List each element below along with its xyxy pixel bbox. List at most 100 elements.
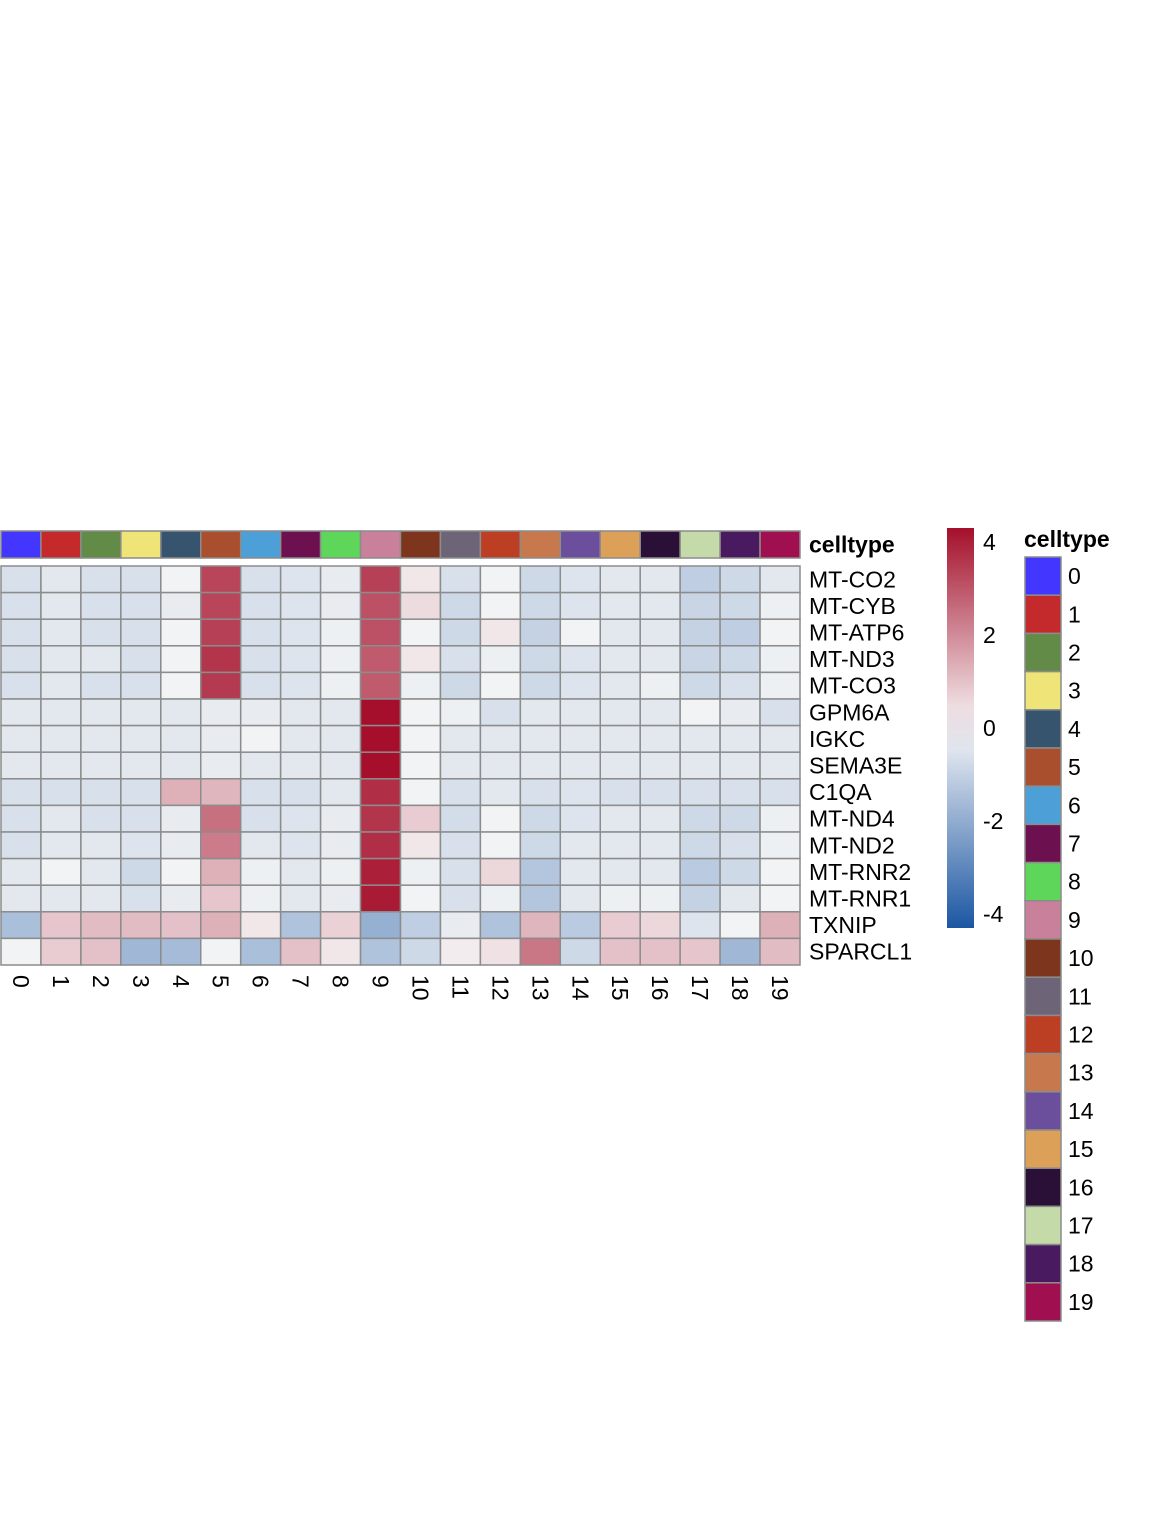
- heatmap-cell: [359, 591, 402, 620]
- heatmap-cell: [759, 618, 801, 647]
- heatmap-cell: [0, 698, 42, 727]
- color-bar: [947, 528, 974, 928]
- heatmap-cell: [279, 778, 322, 807]
- legend-swatch-10: [1024, 938, 1062, 978]
- heatmap-cell: [479, 698, 522, 727]
- heatmap-cell: [399, 671, 442, 700]
- heatmap-cell: [559, 565, 601, 594]
- heatmap-cell: [0, 804, 42, 833]
- heatmap-cell: [200, 911, 242, 940]
- heatmap-cell: [319, 724, 362, 753]
- heatmap-cell: [599, 937, 641, 966]
- heatmap-cell: [80, 857, 122, 886]
- heatmap-cell: [239, 698, 282, 727]
- heatmap-cell: [759, 804, 801, 833]
- heatmap-cell: [120, 591, 162, 620]
- heatmap-cell: [160, 857, 202, 886]
- heatmap-cell: [399, 937, 442, 966]
- heatmap-cell: [479, 804, 522, 833]
- heatmap-cell: [0, 591, 42, 620]
- annotation-cell-17: [679, 530, 721, 559]
- heatmap-cell: [519, 831, 562, 860]
- heatmap-cell: [679, 565, 721, 594]
- column-label-16: 16: [647, 975, 673, 1001]
- heatmap-cell: [679, 671, 721, 700]
- legend-label-13: 13: [1068, 1060, 1094, 1086]
- heatmap-cell: [479, 645, 522, 674]
- heatmap-cell: [679, 831, 721, 860]
- heatmap-cell: [359, 618, 402, 647]
- legend-swatch-12: [1024, 1014, 1062, 1055]
- legend-label-2: 2: [1068, 640, 1081, 666]
- heatmap-cell: [439, 591, 482, 620]
- heatmap-cell: [599, 645, 641, 674]
- column-label-5: 5: [208, 975, 234, 988]
- heatmap-cell: [439, 778, 482, 807]
- color-bar-tick: 2: [983, 622, 996, 648]
- heatmap-cell: [319, 778, 362, 807]
- heatmap-cell: [439, 671, 482, 700]
- heatmap-cell: [639, 884, 681, 913]
- heatmap-cell: [759, 778, 801, 807]
- heatmap-cell: [279, 804, 322, 833]
- heatmap-cell: [359, 937, 402, 966]
- legend-swatch-6: [1024, 785, 1062, 826]
- heatmap-cell: [719, 778, 761, 807]
- row-label-MT-ND3: MT-ND3: [809, 646, 895, 672]
- heatmap-cell: [719, 671, 761, 700]
- row-label-MT-RNR1: MT-RNR1: [809, 886, 911, 912]
- heatmap-cell: [479, 857, 522, 886]
- legend-label-11: 11: [1068, 983, 1092, 1009]
- heatmap-cell: [40, 804, 82, 833]
- heatmap-cell: [239, 937, 282, 966]
- column-label-12: 12: [487, 975, 513, 1001]
- heatmap-cell: [239, 724, 282, 753]
- heatmap-cell: [559, 804, 601, 833]
- column-label-10: 10: [407, 975, 433, 1001]
- heatmap-cell: [279, 857, 322, 886]
- heatmap-cell: [120, 618, 162, 647]
- heatmap-cell: [639, 937, 681, 966]
- heatmap-cell: [279, 671, 322, 700]
- legend-swatch-17: [1024, 1205, 1062, 1246]
- legend-swatch-13: [1024, 1052, 1062, 1093]
- heatmap-cell: [639, 671, 681, 700]
- heatmap-cell: [519, 884, 562, 913]
- heatmap-cell: [0, 831, 42, 860]
- heatmap-cell: [319, 565, 362, 594]
- heatmap-cell: [439, 724, 482, 753]
- heatmap-cell: [160, 911, 202, 940]
- legend-swatch-5: [1024, 747, 1062, 787]
- heatmap-cell: [479, 565, 522, 594]
- heatmap-cell: [719, 831, 761, 860]
- row-label-MT-RNR2: MT-RNR2: [809, 859, 911, 885]
- legend-swatch-14: [1024, 1091, 1062, 1131]
- heatmap-cell: [200, 724, 242, 753]
- heatmap-cell: [479, 751, 522, 780]
- heatmap-cell: [679, 911, 721, 940]
- heatmap-cell: [0, 857, 42, 886]
- heatmap-cell: [239, 671, 282, 700]
- heatmap-cell: [479, 884, 522, 913]
- column-label-4: 4: [168, 975, 194, 988]
- heatmap-cell: [559, 671, 601, 700]
- legend-label-15: 15: [1068, 1136, 1094, 1162]
- column-label-1: 1: [48, 975, 74, 988]
- row-label-MT-ND2: MT-ND2: [809, 832, 895, 858]
- heatmap-cell: [639, 724, 681, 753]
- heatmap-cell: [759, 565, 801, 594]
- heatmap-cell: [679, 778, 721, 807]
- heatmap-cell: [679, 618, 721, 647]
- heatmap-cell: [519, 857, 562, 886]
- legend-label-7: 7: [1068, 831, 1081, 857]
- heatmap-cell: [439, 937, 482, 966]
- heatmap-cell: [319, 698, 362, 727]
- heatmap-cell: [439, 857, 482, 886]
- heatmap-cell: [639, 565, 681, 594]
- heatmap-cell: [399, 724, 442, 753]
- heatmap-cell: [319, 884, 362, 913]
- heatmap-cell: [359, 698, 402, 727]
- heatmap-cell: [399, 645, 442, 674]
- heatmap-cell: [679, 937, 721, 966]
- heatmap-cell: [40, 591, 82, 620]
